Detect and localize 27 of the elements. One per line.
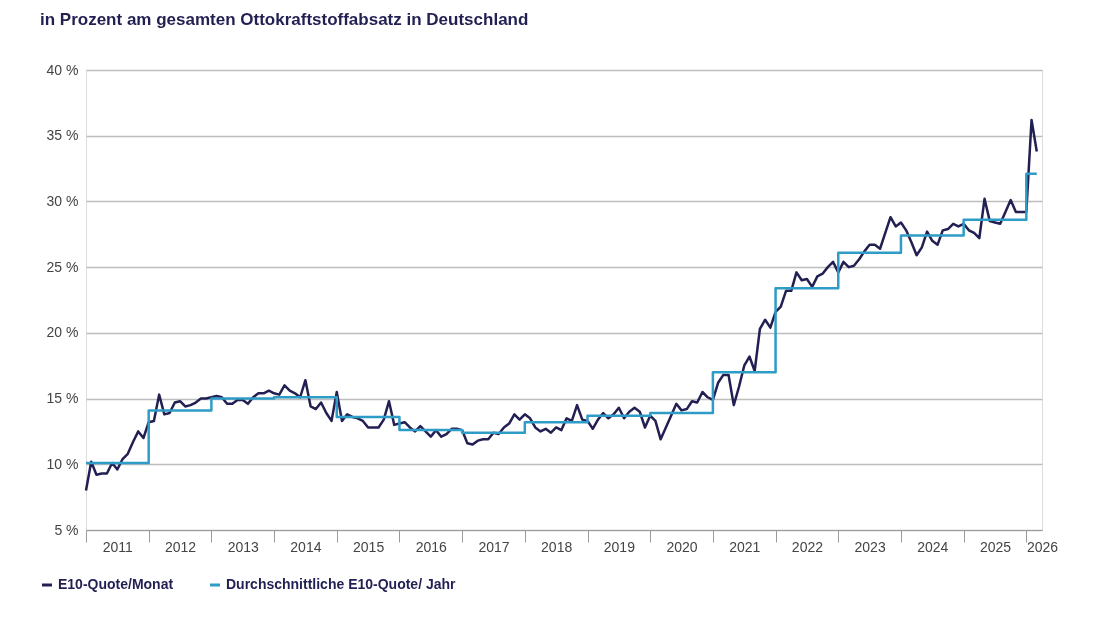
x-tick-label: 2018 <box>541 538 573 555</box>
y-tick-label: 35 % <box>46 127 79 144</box>
x-tick-label: 2019 <box>603 538 636 555</box>
x-tick-label: 2025 <box>979 538 1012 555</box>
x-tick-label: 2024 <box>917 538 949 555</box>
x-tick-label: 2021 <box>729 538 761 555</box>
legend-label: E10-Quote/Monat <box>58 576 174 592</box>
x-tick-label: 2022 <box>791 538 824 555</box>
x-tick-label: 2011 <box>102 538 134 555</box>
y-tick-label: 10 % <box>46 455 79 472</box>
y-tick-label: 5 % <box>54 521 79 538</box>
x-tick-label: 2017 <box>478 538 510 555</box>
x-tick-label: 2020 <box>666 538 698 555</box>
x-tick-label: 2023 <box>854 538 886 555</box>
x-tick-label: 2016 <box>415 538 448 555</box>
x-tick-label: 2015 <box>353 538 385 555</box>
x-tick-label: 2013 <box>227 538 259 555</box>
y-tick-label: 30 % <box>46 192 79 209</box>
chart-title: in Prozent am gesamten Ottokraftstoffabsatz in Deutschland <box>40 10 529 29</box>
y-tick-label: 20 % <box>46 324 79 341</box>
x-tick-label: 2014 <box>290 538 322 555</box>
y-tick-label: 15 % <box>46 390 79 407</box>
x-tick-label: 2026 <box>1026 538 1059 555</box>
y-tick-label: 40 % <box>46 61 79 78</box>
y-tick-label: 25 % <box>46 258 79 275</box>
legend-label: Durchschnittliche E10-Quote/ Jahr <box>226 576 457 592</box>
x-tick-label: 2012 <box>164 538 197 555</box>
